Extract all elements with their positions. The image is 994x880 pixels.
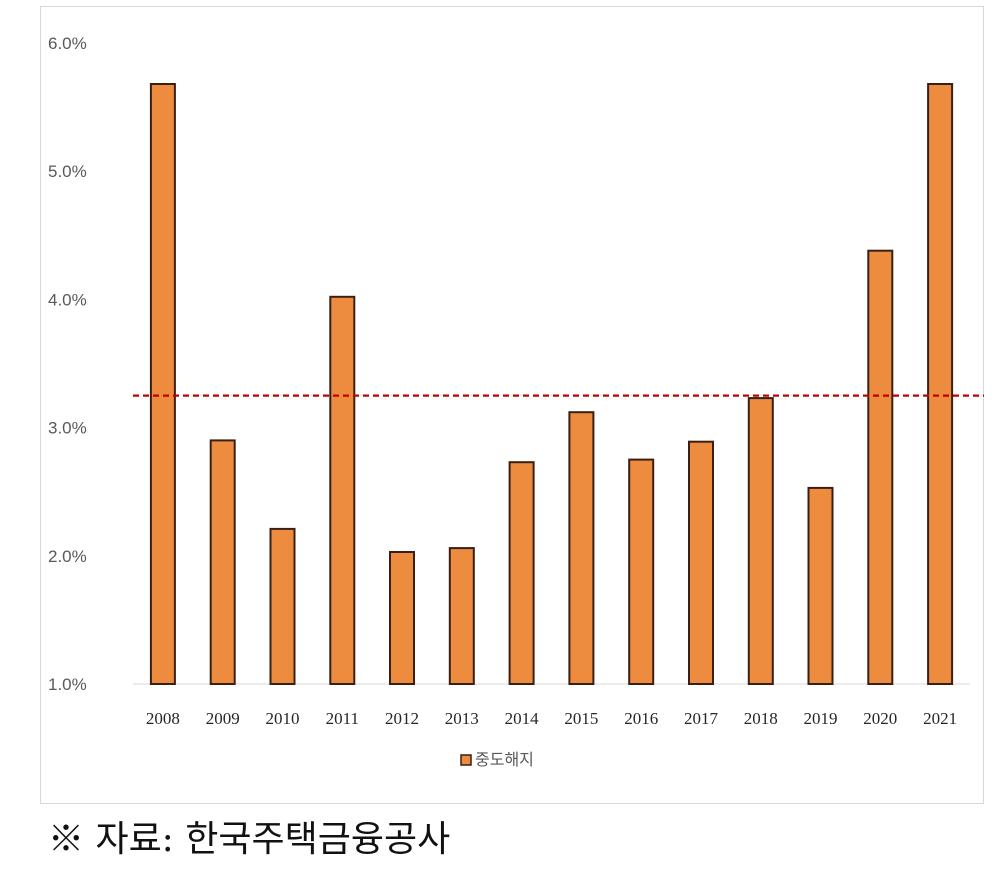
bar-2008 bbox=[149, 83, 176, 685]
x-tick-label: 2012 bbox=[385, 709, 419, 728]
x-tick-label: 2009 bbox=[206, 709, 240, 728]
x-tick-label: 2018 bbox=[744, 709, 778, 728]
legend-swatch bbox=[460, 754, 472, 766]
bar-2021 bbox=[927, 83, 954, 685]
x-tick-label: 2014 bbox=[505, 709, 540, 728]
bar-2018 bbox=[747, 397, 774, 685]
bar-2016 bbox=[628, 458, 655, 685]
x-tick-label: 2013 bbox=[445, 709, 479, 728]
bar-chart: 1.0% 2.0% 3.0% 4.0% 5.0% 6.0% 2008 2009 2010 2011… bbox=[48, 34, 984, 769]
x-tick-label: 2020 bbox=[863, 709, 897, 728]
x-tick-label: 2008 bbox=[146, 709, 180, 728]
bar-2019 bbox=[807, 486, 834, 685]
y-tick-label: 3.0% bbox=[48, 419, 87, 438]
source-note: ※ 자료: 한국주택금융공사 bbox=[48, 819, 451, 860]
x-tick-label: 2021 bbox=[923, 709, 957, 728]
bar-2014 bbox=[508, 461, 535, 686]
y-tick-label: 6.0% bbox=[48, 34, 87, 53]
y-tick-label: 1.0% bbox=[48, 675, 87, 694]
x-tick-label: 2017 bbox=[684, 709, 719, 728]
y-tick-label: 2.0% bbox=[48, 547, 87, 566]
bar-2010 bbox=[269, 527, 296, 686]
bar-2012 bbox=[389, 551, 415, 685]
legend-label: 중도해지 bbox=[475, 750, 534, 769]
x-tick-label: 2015 bbox=[564, 709, 598, 728]
y-tick-label: 5.0% bbox=[48, 162, 87, 181]
bar-2020 bbox=[867, 249, 894, 685]
y-tick-label: 4.0% bbox=[48, 290, 87, 309]
x-tick-label: 2016 bbox=[624, 709, 658, 728]
x-tick-label: 2019 bbox=[804, 709, 838, 728]
bar-2011 bbox=[329, 295, 356, 685]
bar-2017 bbox=[688, 440, 714, 686]
bar-2013 bbox=[448, 547, 475, 685]
bar-2015 bbox=[568, 411, 595, 685]
x-tick-label: 2010 bbox=[266, 709, 300, 728]
bar-2009 bbox=[209, 439, 236, 685]
x-tick-label: 2011 bbox=[326, 709, 359, 728]
